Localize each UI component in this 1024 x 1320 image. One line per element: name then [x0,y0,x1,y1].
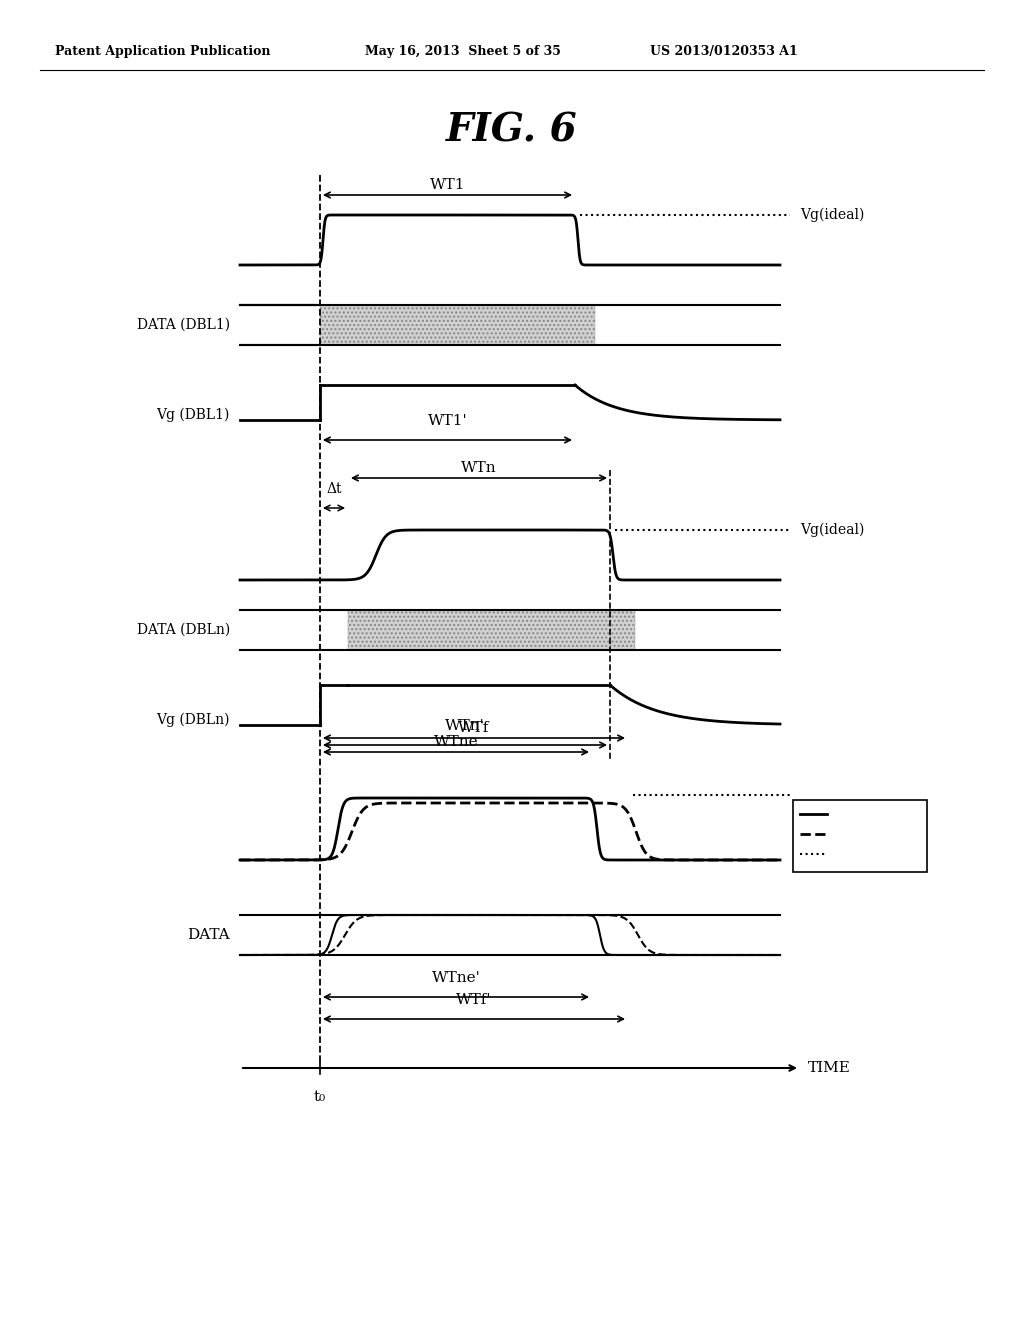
Text: WTf: WTf [459,721,489,735]
Text: Vg(near): Vg(near) [831,808,887,821]
Text: WT1': WT1' [428,414,467,428]
Text: US 2013/0120353 A1: US 2013/0120353 A1 [650,45,798,58]
Text: t₀: t₀ [314,1090,326,1104]
FancyBboxPatch shape [793,800,927,873]
Text: Vg(ideal): Vg(ideal) [800,207,864,222]
Text: Vg(far): Vg(far) [831,828,877,841]
Text: Vg(ideal): Vg(ideal) [831,847,889,861]
Text: WTn': WTn' [445,719,485,733]
Text: Vg(ideal): Vg(ideal) [800,523,864,537]
Text: WTf': WTf' [457,993,492,1007]
Text: WTne: WTne [434,735,478,748]
Text: Vg (DBLn): Vg (DBLn) [157,713,230,727]
Text: WTne': WTne' [432,972,480,985]
Text: FIG. 6: FIG. 6 [446,111,578,149]
Text: Patent Application Publication: Patent Application Publication [55,45,270,58]
Text: DATA: DATA [187,928,230,942]
Text: DATA (DBLn): DATA (DBLn) [137,623,230,638]
Text: TIME: TIME [808,1061,851,1074]
Text: DATA (DBL1): DATA (DBL1) [137,318,230,333]
Text: Δt: Δt [327,482,342,496]
Text: May 16, 2013  Sheet 5 of 35: May 16, 2013 Sheet 5 of 35 [365,45,561,58]
Text: WTn: WTn [461,461,497,475]
Text: Vg (DBL1): Vg (DBL1) [157,408,230,422]
Text: WT1: WT1 [430,178,465,191]
